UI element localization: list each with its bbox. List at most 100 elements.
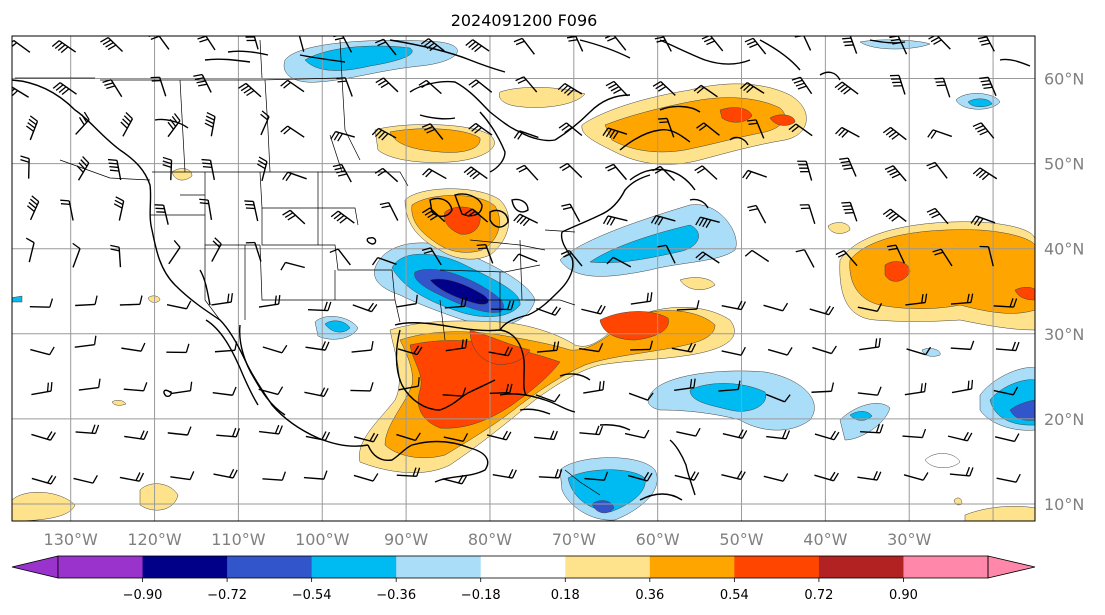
wind-barb: [212, 386, 237, 396]
wind-barb: [305, 341, 330, 351]
wind-barb: [443, 433, 469, 443]
coastline-10: [409, 80, 556, 142]
wind-barb: [245, 36, 259, 50]
wind-barb: [513, 130, 539, 140]
wind-barb: [396, 467, 421, 477]
wind-barb: [581, 304, 606, 315]
lon-label: 60°W: [636, 530, 680, 549]
coastline-8: [205, 319, 259, 406]
wind-barb: [486, 430, 512, 441]
wind-barb: [211, 237, 222, 262]
political-border-4: [318, 207, 359, 226]
coastline-13: [619, 128, 691, 151]
wind-barb: [30, 346, 55, 356]
wind-barb: [765, 393, 791, 403]
political-border-3: [261, 208, 319, 246]
wind-barb: [257, 156, 268, 182]
wind-barb: [31, 474, 57, 485]
wind-barb: [280, 79, 305, 93]
colorbar-label: −0.36: [376, 588, 416, 603]
wind-barb: [658, 117, 675, 138]
wind-barb: [744, 249, 770, 263]
wind-barb: [721, 300, 746, 311]
wind-barb: [766, 429, 791, 440]
wind-barb: [78, 378, 101, 391]
wind-barb: [721, 346, 746, 356]
wind-barb: [744, 37, 767, 55]
wind-barb: [841, 201, 858, 222]
wind-barb: [932, 248, 953, 267]
wind-barb: [652, 165, 676, 181]
wind-barb: [628, 392, 654, 401]
wind-barb: [884, 165, 907, 182]
wind-barb: [926, 207, 949, 225]
political-border-9: [391, 269, 401, 323]
anomaly-contour-15: [839, 403, 891, 441]
political-border-21: [264, 79, 271, 173]
wind-barb: [812, 345, 837, 355]
wind-barb: [694, 165, 718, 180]
wind-barb: [624, 429, 650, 439]
political-border-26: [259, 39, 263, 79]
wind-barb: [199, 198, 213, 220]
wind-barb: [168, 240, 181, 265]
wind-barb: [420, 38, 445, 52]
wind-barb: [120, 112, 134, 137]
wind-barb: [653, 36, 672, 52]
wind-barb: [332, 163, 352, 183]
lon-label: 70°W: [552, 530, 596, 549]
anomaly-contour-41: [849, 229, 1035, 314]
wind-barb: [25, 237, 35, 263]
wind-barb: [260, 110, 270, 136]
coastline-6: [411, 440, 489, 483]
wind-barb: [970, 215, 996, 227]
wind-barb: [995, 341, 1020, 352]
colorbar-segment: [311, 556, 397, 578]
wind-barb: [857, 386, 882, 396]
coastline-16: [389, 39, 506, 73]
wind-barb: [799, 204, 816, 225]
wind-barb: [166, 343, 190, 354]
wind-barb: [536, 341, 560, 353]
coastline-31: [204, 58, 251, 63]
wind-barb: [75, 295, 98, 307]
wind-barb: [396, 432, 421, 442]
coastline-7: [238, 324, 286, 416]
anomaly-contour-38: [599, 311, 669, 341]
coastline-9: [199, 269, 211, 306]
wind-barb: [536, 306, 562, 316]
wind-barb: [418, 79, 442, 95]
wind-barb: [308, 301, 332, 312]
wind-barb: [693, 84, 718, 98]
wind-barb: [238, 82, 262, 98]
coastline-17: [579, 39, 631, 59]
wind-barb: [259, 424, 283, 435]
wind-barb: [902, 428, 927, 439]
wind-barb: [244, 200, 259, 222]
latitude-labels: 10°N 20°N 30°N 40°N 50°N 60°N: [1044, 70, 1084, 514]
wind-barb: [492, 469, 517, 479]
political-border-8: [334, 270, 395, 301]
wind-barb: [979, 245, 994, 267]
wind-barb: [303, 470, 328, 480]
wind-barb: [950, 293, 974, 305]
anomaly-contour-14: [689, 383, 766, 412]
coastline-39: [869, 39, 906, 44]
wind-barb: [904, 382, 927, 396]
coastline-11: [479, 111, 506, 173]
political-border-2: [259, 171, 319, 209]
wind-barb: [489, 383, 513, 395]
coastline-34: [366, 236, 377, 245]
colorbar: −0.90 −0.72 −0.54 −0.36 −0.18 0.18 0.36 0.54 0.7…: [11, 555, 1036, 603]
lat-label: 10°N: [1044, 495, 1084, 514]
wind-barb: [657, 244, 676, 264]
wind-barb: [102, 79, 123, 98]
wind-barb: [170, 381, 193, 395]
political-border-30: [525, 299, 576, 306]
wind-barb: [73, 474, 98, 484]
anomaly-contour-27: [499, 87, 586, 108]
coastline-18: [659, 39, 751, 65]
anomaly-contour-52: [1014, 287, 1035, 301]
political-border-12: [439, 264, 541, 273]
map-title: 2024091200 F096: [451, 11, 598, 30]
